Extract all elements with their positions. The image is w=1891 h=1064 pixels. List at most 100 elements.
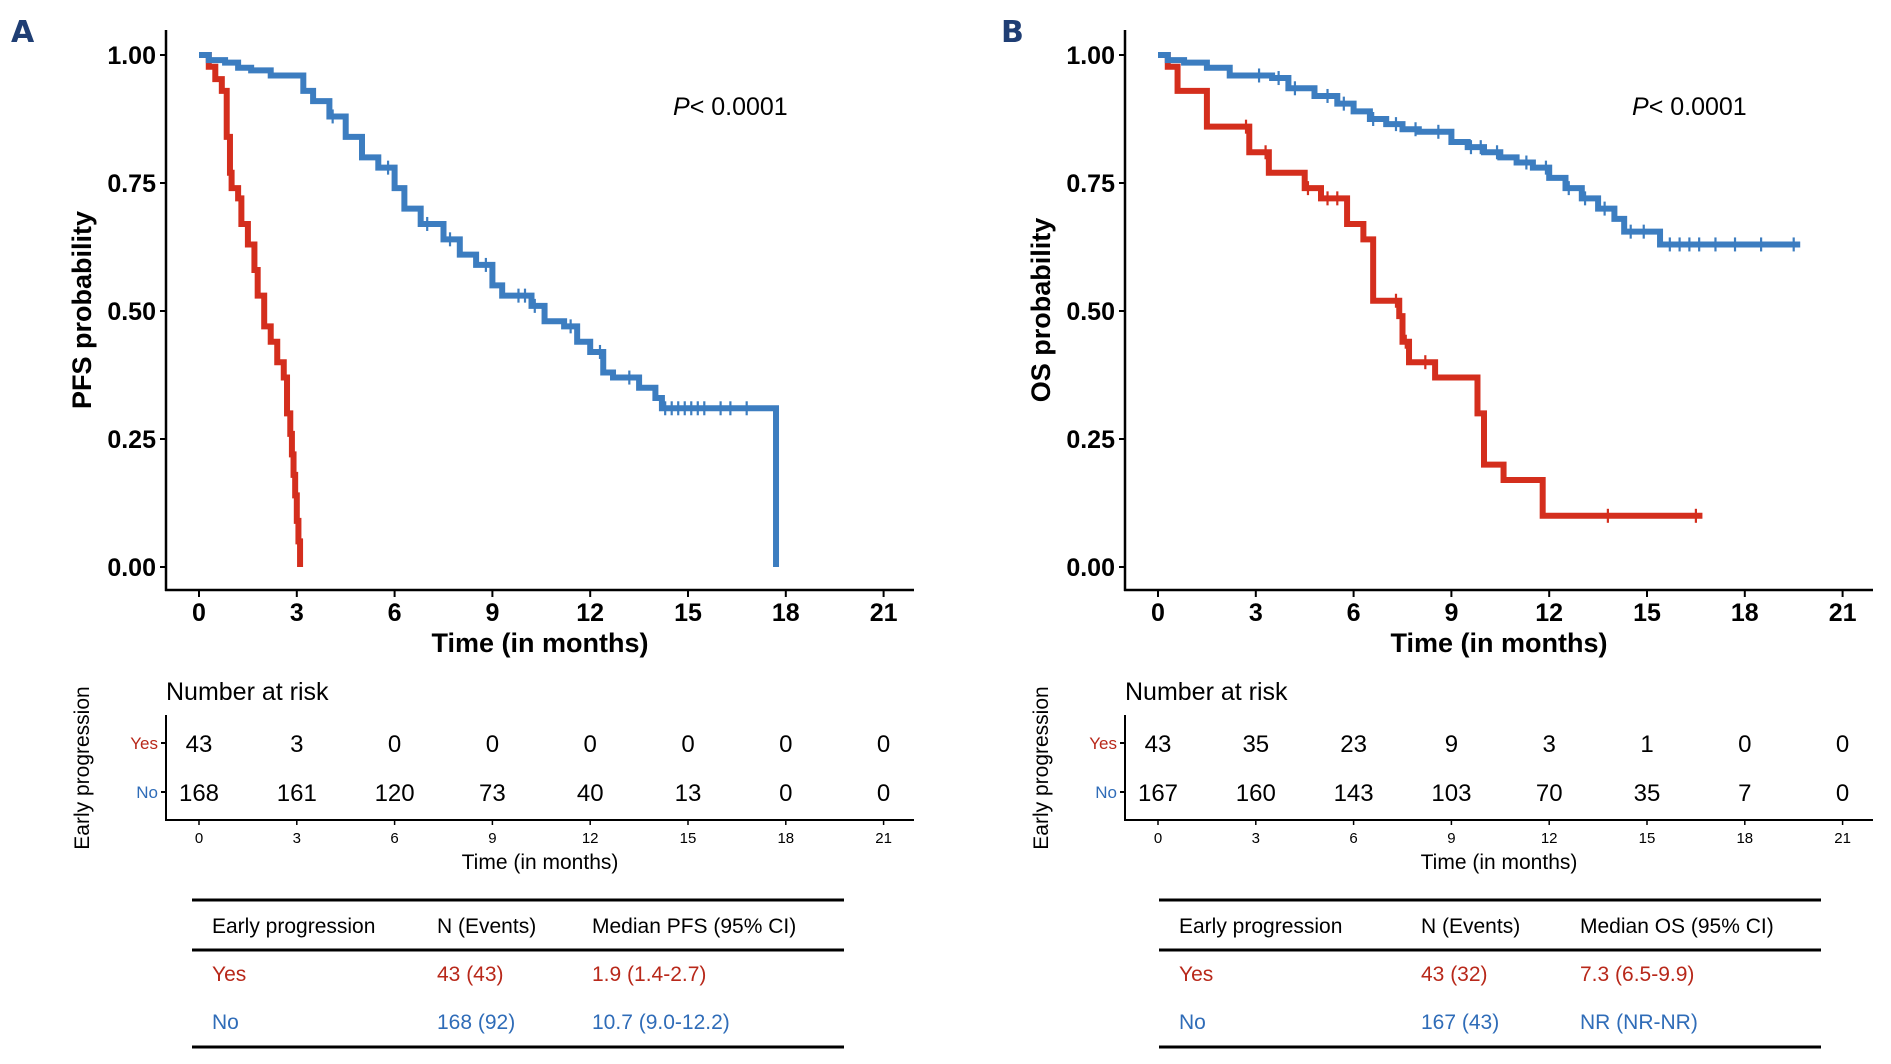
y-tick-label: 1.00 [107, 42, 156, 70]
risk-count: 40 [577, 780, 604, 807]
table-cell: 167 (43) [1421, 1011, 1499, 1034]
risk-count: 0 [584, 731, 597, 758]
y-tick-label: 0.50 [107, 298, 156, 326]
risk-table-x-title: Time (in months) [462, 851, 619, 874]
risk-count: 35 [1634, 780, 1661, 807]
p-symbol: P [673, 93, 690, 121]
risk-count: 0 [1836, 731, 1849, 758]
summary-table: Early progression N (Events) Median OS (95… [1159, 898, 1821, 1049]
panel-letter: A [11, 15, 35, 50]
x-tick-label: 6 [1347, 599, 1361, 627]
panel-a: A 0.00 0.25 0.50 0.75 1.00 0 3 6 9 12 15… [11, 15, 914, 1049]
x-tick-label: 15 [1633, 599, 1661, 627]
risk-count: 13 [675, 780, 702, 807]
y-tick-labels: 0.00 0.25 0.50 0.75 1.00 [1066, 42, 1115, 582]
x-tick-label: 3 [290, 599, 304, 627]
y-tick-label: 0.00 [107, 554, 156, 582]
risk-x-tick-label: 15 [680, 830, 697, 847]
risk-x-tick-label: 9 [1447, 830, 1455, 847]
risk-count: 35 [1242, 731, 1269, 758]
risk-table-title: Number at risk [166, 678, 329, 706]
x-tick-label: 9 [485, 599, 499, 627]
risk-row-label: No [136, 783, 158, 802]
y-tick-label: 0.75 [107, 170, 156, 198]
x-tick-label: 6 [388, 599, 402, 627]
table-header-cell: Early progression [212, 915, 375, 938]
y-axis-title: PFS probability [67, 211, 97, 409]
risk-count: 0 [681, 731, 694, 758]
risk-count: 43 [1145, 731, 1172, 758]
risk-count: 0 [779, 731, 792, 758]
risk-count: 70 [1536, 780, 1563, 807]
x-tick-label: 9 [1444, 599, 1458, 627]
risk-row-label: Yes [1089, 734, 1117, 753]
table-header-cell: N (Events) [1421, 915, 1520, 938]
x-tick-label: 21 [870, 599, 898, 627]
x-tick-label: 15 [674, 599, 702, 627]
risk-count: 7 [1738, 780, 1751, 807]
risk-table-body: Yes 43 3 0 0 0 0 0 0 No 168 161 120 73 40 13 0 0 0 3 6 9 12 15 1… [130, 731, 892, 847]
risk-count: 73 [479, 780, 506, 807]
table-cell: 1.9 (1.4-2.7) [592, 963, 706, 986]
panel-letter: B [1001, 15, 1024, 50]
risk-x-tick-label: 9 [488, 830, 496, 847]
risk-count: 0 [486, 731, 499, 758]
table-cell: 10.7 (9.0-12.2) [592, 1011, 730, 1034]
p-value-annotation: P< 0.0001 [1632, 93, 1747, 121]
table-cell: 43 (32) [1421, 963, 1488, 986]
x-axis-title: Time (in months) [431, 628, 648, 658]
x-tick-label: 3 [1249, 599, 1263, 627]
risk-x-tick-label: 12 [582, 830, 599, 847]
risk-count: 160 [1236, 780, 1276, 807]
risk-count: 0 [388, 731, 401, 758]
x-tick-label: 0 [1151, 599, 1165, 627]
risk-x-tick-label: 6 [1349, 830, 1357, 847]
risk-table-y-title: Early progression [1030, 686, 1053, 849]
risk-count: 143 [1334, 780, 1374, 807]
y-tick-label: 1.00 [1066, 42, 1115, 70]
y-tick-label: 0.50 [1066, 298, 1115, 326]
risk-table-y-title: Early progression [71, 686, 94, 849]
table-cell: 43 (43) [437, 963, 504, 986]
risk-count: 167 [1138, 780, 1178, 807]
table-header-cell: Median PFS (95% CI) [592, 915, 796, 938]
survival-curves [199, 52, 780, 567]
risk-count: 0 [1836, 780, 1849, 807]
y-tick-label: 0.25 [107, 426, 156, 454]
km-curve-no [199, 52, 780, 567]
y-axis-title: OS probability [1026, 218, 1056, 403]
risk-count: 0 [877, 731, 890, 758]
p-value-text: < 0.0001 [690, 93, 788, 121]
x-axis-title: Time (in months) [1390, 628, 1607, 658]
table-header-cell: Median OS (95% CI) [1580, 915, 1774, 938]
x-tick-label: 12 [1535, 599, 1563, 627]
risk-count: 3 [290, 731, 303, 758]
x-tick-label: 18 [772, 599, 800, 627]
table-cell: Yes [1179, 963, 1213, 986]
x-tick-label: 21 [1829, 599, 1857, 627]
survival-curves [1158, 52, 1801, 523]
y-tick-label: 0.25 [1066, 426, 1115, 454]
table-cell: NR (NR-NR) [1580, 1011, 1698, 1034]
table-header-cell: Early progression [1179, 915, 1342, 938]
risk-table-title: Number at risk [1125, 678, 1288, 706]
risk-row-label: Yes [130, 734, 158, 753]
risk-x-tick-label: 18 [1736, 830, 1753, 847]
table-cell: No [212, 1011, 239, 1034]
y-tick-labels: 0.00 0.25 0.50 0.75 1.00 [107, 42, 156, 582]
risk-x-tick-label: 3 [293, 830, 301, 847]
risk-table-x-title: Time (in months) [1421, 851, 1578, 874]
risk-x-tick-label: 18 [777, 830, 794, 847]
table-cell: Yes [212, 963, 246, 986]
risk-table-body: Yes 43 35 23 9 3 1 0 0No 167 160 143 103 70 35 7 00 3 6 9 12… [1089, 731, 1851, 847]
risk-count: 1 [1640, 731, 1653, 758]
risk-count: 120 [375, 780, 415, 807]
risk-count: 43 [186, 731, 213, 758]
risk-x-tick-label: 0 [1154, 830, 1162, 847]
risk-count: 0 [1738, 731, 1751, 758]
table-cell: No [1179, 1011, 1206, 1034]
table-cell: 7.3 (6.5-9.9) [1580, 963, 1694, 986]
risk-x-tick-label: 15 [1639, 830, 1656, 847]
x-tick-labels: 0 3 6 9 12 15 18 21 [192, 599, 898, 627]
